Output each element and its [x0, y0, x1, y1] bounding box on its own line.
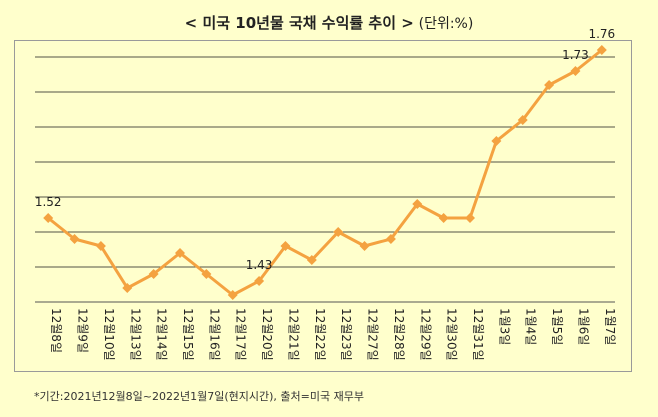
data-point — [148, 269, 159, 279]
x-tick-label: 12월9일 — [76, 308, 90, 353]
x-tick-label: 12월30일 — [445, 308, 459, 361]
x-tick-label: 12월31일 — [471, 308, 485, 361]
x-tick-label: 1월5일 — [550, 308, 564, 345]
x-tick-label: 1월7일 — [603, 308, 617, 345]
data-point — [43, 213, 54, 223]
data-point — [465, 213, 475, 223]
x-tick-label: 12월20일 — [260, 308, 274, 361]
chart-unit: (단위:%) — [418, 16, 474, 32]
data-point — [517, 115, 528, 125]
data-point — [359, 241, 370, 251]
data-point — [333, 227, 344, 237]
x-tick-label: 12월10일 — [102, 308, 116, 361]
data-point — [254, 276, 265, 286]
x-tick-label: 12월21일 — [286, 308, 300, 361]
data-label: 1.43 — [246, 258, 273, 272]
x-tick-label: 12월29일 — [418, 308, 432, 361]
x-tick-label: 12월17일 — [234, 308, 248, 361]
x-tick-label: 1월6일 — [576, 308, 590, 345]
data-point — [280, 241, 291, 251]
data-point — [175, 248, 185, 258]
data-point — [491, 136, 502, 146]
chart-title-text: < 미국 10년물 국채 수익률 추이 > — [184, 14, 414, 32]
x-tick-label: 12월16일 — [207, 308, 221, 361]
data-point — [544, 80, 555, 90]
chart-title: < 미국 10년물 국채 수익률 추이 > (단위:%) — [0, 12, 658, 33]
x-tick-label: 12월23일 — [339, 308, 353, 361]
data-point — [385, 234, 396, 244]
x-tick-label: 12월14일 — [155, 308, 169, 361]
data-point — [412, 199, 423, 209]
data-label: 1.73 — [562, 48, 589, 62]
x-tick-label: 12월28일 — [392, 308, 406, 361]
data-label: 1.76 — [588, 27, 615, 41]
footnote: *기간:2021년12월8일~2022년1월7일(현지시간), 출처=미국 재무… — [34, 390, 364, 403]
data-point — [570, 66, 581, 76]
x-tick-label: 12월13일 — [128, 308, 142, 361]
x-tick-label: 12월8일 — [49, 308, 63, 353]
x-tick-label: 12월22일 — [313, 308, 327, 361]
x-tick-label: 12월15일 — [181, 308, 195, 361]
data-point — [69, 234, 80, 244]
data-point — [95, 241, 106, 251]
data-point — [201, 269, 212, 279]
data-point — [227, 290, 238, 300]
x-tick-label: 1월3일 — [497, 308, 511, 345]
x-tick-label: 12월27일 — [366, 308, 380, 361]
data-point — [306, 255, 317, 265]
data-point — [438, 213, 449, 223]
data-point — [122, 283, 133, 293]
chart-frame — [14, 40, 632, 372]
data-point — [596, 45, 607, 55]
x-tick-label: 1월4일 — [524, 308, 538, 345]
data-label: 1.52 — [35, 195, 62, 209]
series-line — [47, 48, 603, 297]
